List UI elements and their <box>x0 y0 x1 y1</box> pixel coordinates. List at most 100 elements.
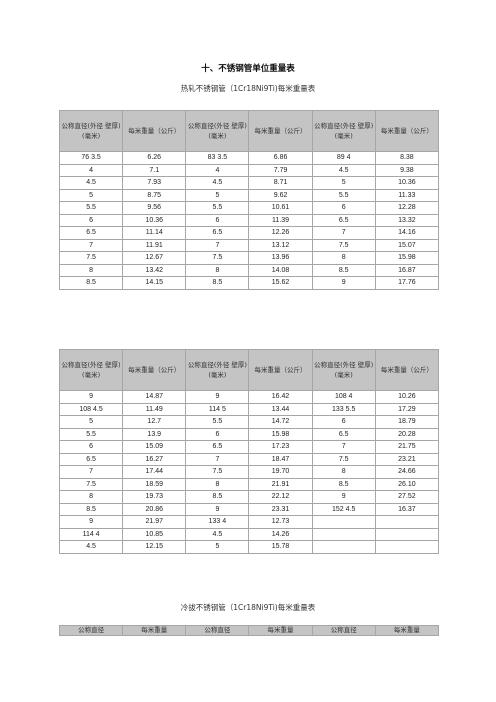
table-cell <box>374 515 440 529</box>
table-cell: 11.49 <box>122 402 187 416</box>
table-cell: 13.12 <box>248 238 313 252</box>
header-cell: 公称直径(外径 壁厚)(毫米) <box>311 110 376 152</box>
table-cell: 8.5 <box>311 477 376 491</box>
table-cell: 6.5 <box>311 213 376 227</box>
table-cell: 6.5 <box>58 452 124 466</box>
table-cell: 8.5 <box>185 276 250 290</box>
table-row: 4 7.1 4 7.79 4.5 9.38 <box>58 163 440 177</box>
table-cell: 6 <box>58 213 124 227</box>
table-cell <box>374 540 440 554</box>
table-row: 7 11.91 7 13.12 7.5 15.07 <box>58 238 440 252</box>
table-cell: 9.38 <box>374 163 440 177</box>
table-cell: 5 <box>311 176 376 190</box>
table-cell: 17.44 <box>122 465 187 479</box>
header-cell: 每米重量 <box>374 625 440 636</box>
hot-table-caption: 热轧不锈钢管（1Cr18Ni9Ti)每米重量表 <box>180 84 316 93</box>
table-cell: 6.5 <box>311 427 376 441</box>
table-cell: 15.98 <box>374 251 440 265</box>
table-row: 6.5 16.27 7 18.47 7.5 23.21 <box>58 452 440 466</box>
header-cell: 公称直径(外径 壁厚)(毫米) <box>185 349 250 391</box>
table-cell: 9 <box>185 502 250 516</box>
table-cell: 7.93 <box>122 176 187 190</box>
table-cell: 8.5 <box>311 263 376 277</box>
table-cell: 8 <box>311 251 376 265</box>
table-cell: 12.7 <box>122 415 187 429</box>
table-cell: 23.31 <box>248 502 313 516</box>
table-cell: 13.44 <box>248 402 313 416</box>
table-cell: 11.33 <box>374 188 440 202</box>
table-cell: 12.67 <box>122 251 187 265</box>
table-cell: 8 <box>185 263 250 277</box>
table-cell: 6.5 <box>58 226 124 240</box>
table-cell: 9.62 <box>248 188 313 202</box>
table-cell: 7 <box>185 238 250 252</box>
header-cell: 每米重量（公斤） <box>374 110 440 152</box>
table-cell: 4.5 <box>185 176 250 190</box>
table-cell: 13.42 <box>122 263 187 277</box>
table-row: 5 8.75 5 9.62 5.5 11.33 <box>58 188 440 202</box>
table-cell: 16.37 <box>374 502 440 516</box>
table-cell: 6 <box>311 415 376 429</box>
table-cell: 9 <box>58 515 124 529</box>
table-cell <box>311 540 376 554</box>
table-cell: 24.66 <box>374 465 440 479</box>
table-cell: 10.85 <box>122 527 187 541</box>
table-cell: 6.86 <box>248 151 313 165</box>
page-title: 十、不锈钢管单位重量表 <box>201 64 295 74</box>
table-cell: 17.29 <box>374 402 440 416</box>
table-cell: 7 <box>311 226 376 240</box>
table-cell: 21.97 <box>122 515 187 529</box>
table-cell: 6 <box>185 213 250 227</box>
cold-drawn-weight-table: 公称直径 每米重量 公称直径 每米重量 公称直径 每米重量 <box>58 625 440 636</box>
table-cell: 5 <box>58 415 124 429</box>
table-cell: 11.39 <box>248 213 313 227</box>
table-row: 6 10.36 6 11.39 6.5 13.32 <box>58 213 440 227</box>
table-cell <box>374 527 440 541</box>
table-cell: 89 4 <box>311 151 376 165</box>
table-cell: 13.9 <box>122 427 187 441</box>
table-cell: 8 <box>185 477 250 491</box>
table-cell: 14.26 <box>248 527 313 541</box>
table-cell: 5 <box>58 188 124 202</box>
table-row: 7.5 12.67 7.5 13.96 8 15.98 <box>58 251 440 265</box>
table-row: 9 14.87 9 16.42 108 4 10.26 <box>58 390 440 404</box>
header-cell: 每米重量（公斤） <box>248 110 313 152</box>
table-cell: 9.56 <box>122 201 187 215</box>
hot-rolled-weight-table: 公称直径(外径 壁厚)(毫米) 每米重量（公斤） 公称直径(外径 壁厚)(毫米)… <box>58 110 440 290</box>
table-cell: 19.73 <box>122 490 187 504</box>
table-cell: 5.5 <box>311 188 376 202</box>
table-cell: 8.71 <box>248 176 313 190</box>
table-row: 7.5 18.59 8 21.91 8.5 26.10 <box>58 477 440 491</box>
table-cell <box>311 527 376 541</box>
table-cell: 4.5 <box>185 527 250 541</box>
cold-table-caption: 冷拔不锈钢管（1Cr18Ni9Ti)每米重量表 <box>180 603 316 612</box>
table-cell: 4 <box>58 163 124 177</box>
table-row: 4.5 7.93 4.5 8.71 5 10.36 <box>58 176 440 190</box>
table-cell: 7.1 <box>122 163 187 177</box>
header-cell: 每米重量（公斤） <box>374 349 440 391</box>
table-cell: 13.96 <box>248 251 313 265</box>
table-cell: 8 <box>58 263 124 277</box>
table-cell: 6.5 <box>185 440 250 454</box>
table-cell: 21.75 <box>374 440 440 454</box>
table-row: 76 3.5 6.26 83 3.5 6.86 89 4 8.38 <box>58 151 440 165</box>
header-cell: 公称直径(外径 壁厚)(毫米) <box>311 349 376 391</box>
table-cell: 5.5 <box>185 201 250 215</box>
table-cell: 8.75 <box>122 188 187 202</box>
table-cell: 10.36 <box>122 213 187 227</box>
hot-rolled-weight-table-continued: 公称直径(外径 壁厚)(毫米) 每米重量（公斤） 公称直径(外径 壁厚)(毫米)… <box>58 349 440 554</box>
table-cell: 5.5 <box>185 415 250 429</box>
table-cell: 13.32 <box>374 213 440 227</box>
header-cell: 公称直径(外径 壁厚)(毫米) <box>185 110 250 152</box>
table-cell: 7 <box>58 238 124 252</box>
table-cell: 19.70 <box>248 465 313 479</box>
table-cell: 4.5 <box>58 540 124 554</box>
header-cell: 公称直径 <box>185 625 250 636</box>
table-cell <box>311 515 376 529</box>
table-header-row: 公称直径 每米重量 公称直径 每米重量 公称直径 每米重量 <box>58 625 440 636</box>
table-cell: 17.76 <box>374 276 440 290</box>
table-cell: 18.59 <box>122 477 187 491</box>
table-cell: 22.12 <box>248 490 313 504</box>
table-cell: 14.72 <box>248 415 313 429</box>
table-row: 108 4.5 11.49 114 5 13.44 133 5.5 17.29 <box>58 402 440 416</box>
